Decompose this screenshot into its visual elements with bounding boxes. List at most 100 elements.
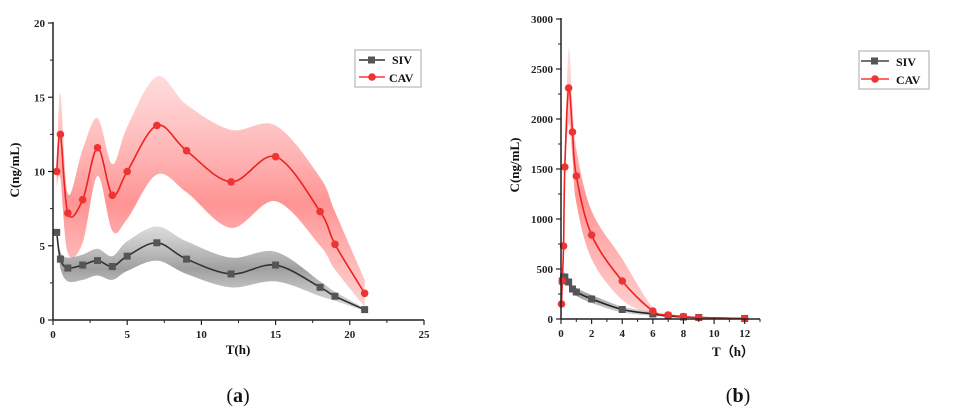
x-tick-label: 0 [558,328,564,340]
x-tick-label: 25 [419,329,431,341]
legend-cav-label: CAV [389,71,414,85]
point-siv [94,257,102,265]
x-tick-label: 0 [50,329,56,341]
point-siv [227,270,235,278]
legend-cav-marker [871,75,879,83]
y-tick-label: 500 [537,264,554,276]
point-siv [53,228,61,236]
x-tick-label: 10 [196,329,208,341]
confidence-bands [561,48,745,319]
line-cav [560,86,745,320]
point-cav [561,163,569,171]
y-axis-title: C(ng/mL) [7,143,22,198]
legend-siv-marker [368,56,375,64]
point-cav [572,172,581,180]
legend-siv-label: SIV [392,53,412,67]
point-cav [153,121,161,130]
point-cav [618,277,627,285]
x-tick-label: 2 [589,328,595,340]
point-siv [331,292,339,300]
point-siv [272,261,280,269]
legend-cav-label: CAV [896,73,921,87]
chart-b: 0 500 1000 1500 2000 2500 3000 0 2 4 6 8 10 12 T（h） C… [507,14,930,407]
point-cav [564,84,573,92]
point-cav [360,289,369,298]
point-siv [123,252,131,260]
band-cav [56,76,365,307]
legend: SIV CAV [858,50,930,90]
point-cav [182,146,191,155]
legend-box [354,49,422,88]
legend-siv-label: SIV [896,55,916,69]
point-cav [93,143,102,152]
point-cav [316,207,324,216]
point-siv [588,295,596,303]
point-cav [227,178,235,186]
point-siv [618,306,626,313]
series-markers [557,84,749,323]
chart-a: 0 5 10 15 20 0 5 10 15 20 25 T(h) C(ng/mL) SIV CAV… [7,18,430,407]
y-tick-label: 15 [34,92,46,104]
point-siv [572,288,580,296]
y-tick-label: 0 [40,315,46,327]
confidence-bands [56,76,365,312]
panel-label-a: (a) [226,385,249,407]
point-cav [271,152,280,161]
point-cav [649,307,657,315]
point-cav [664,311,672,319]
point-cav [52,167,61,176]
y-tick-label: 0 [548,314,554,326]
panel-label-b: (b) [726,385,750,407]
point-siv [56,255,64,263]
legend-cav-marker [368,73,376,81]
x-tick-label: 8 [681,328,687,340]
point-cav [64,209,72,217]
series-lines [560,86,745,320]
y-tick-label: 10 [34,167,46,179]
x-tick-label: 10 [709,328,721,340]
axes: 0 5 10 15 20 0 5 10 15 20 25 [34,18,430,341]
point-cav [108,191,117,200]
point-cav [568,128,577,136]
x-tick-label: 12 [739,328,751,340]
point-cav [56,130,65,139]
point-siv [183,255,191,263]
point-siv [64,264,72,272]
point-siv [568,285,576,293]
series-markers [52,121,369,314]
x-tick-label: 5 [124,329,130,341]
legend-box [858,50,930,90]
point-siv [153,239,161,247]
y-tick-label: 2000 [531,114,554,126]
x-tick-label: 6 [650,328,656,340]
y-tick-label: 5 [40,241,46,253]
y-tick-label: 20 [34,18,46,30]
band-cav [561,48,745,319]
point-siv [565,278,573,286]
point-cav [587,231,596,239]
point-cav [123,167,131,176]
point-siv [316,283,324,291]
y-axis-title: C(ng/mL) [507,138,522,193]
x-axis-title: T（h） [712,344,754,359]
axes: 0 500 1000 1500 2000 2500 3000 0 2 4 6 8 10 12 [531,14,761,340]
point-cav [331,240,339,249]
point-siv [561,273,569,281]
point-siv [79,261,87,269]
y-tick-label: 1500 [531,164,554,176]
point-cav [78,195,87,204]
y-tick-label: 2500 [531,64,554,76]
point-cav [558,277,567,285]
legend: SIV CAV [354,49,422,88]
band-siv [562,271,745,319]
point-siv [108,263,116,271]
y-tick-label: 1000 [531,214,554,226]
x-tick-label: 20 [344,329,356,341]
point-siv [361,306,369,314]
x-tick-label: 4 [619,328,625,340]
legend-siv-marker [871,57,878,65]
x-tick-label: 15 [270,329,282,341]
y-tick-label: 3000 [531,14,554,26]
x-axis-title: T(h) [226,342,251,357]
